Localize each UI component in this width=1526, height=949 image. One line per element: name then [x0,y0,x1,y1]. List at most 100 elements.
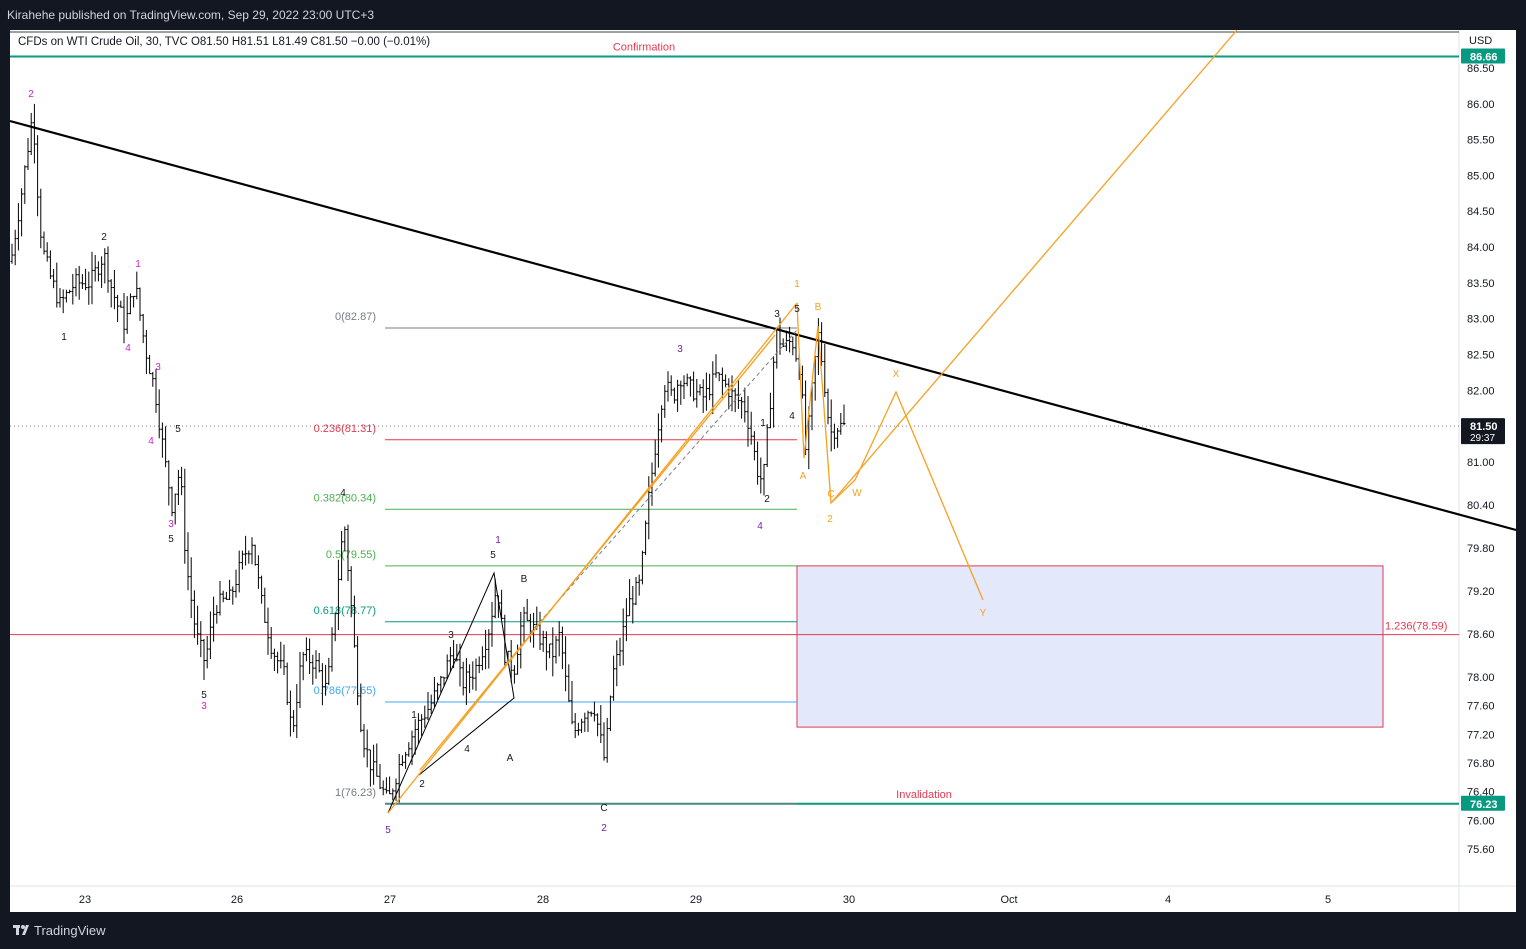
wave-label: 4 [464,744,470,755]
candle [256,555,260,589]
candle [343,526,347,552]
price-tick-label: 76.40 [1467,787,1495,799]
candle [135,271,139,300]
candle [743,387,747,423]
candle [324,664,328,696]
candle [826,388,830,425]
candle [644,520,648,556]
price-tick-label: 83.00 [1467,314,1495,326]
candle [292,710,296,733]
wave-label: A [507,753,514,764]
candle [538,611,542,651]
orange-breakout-line [830,30,1238,504]
confirmation-label: Confirmation [613,41,675,53]
candle [125,296,129,334]
candle [244,535,248,566]
price-tick-label: 84.00 [1467,242,1495,254]
candle [32,103,36,164]
fib-level-label: 1(76.23) [335,787,376,799]
candle [560,626,564,670]
candle [288,690,292,737]
candle [253,544,257,566]
wave-label: 5 [168,534,174,545]
wave-label: W [852,488,862,499]
wave-label: 5 [385,825,391,836]
candle [234,569,238,598]
wave-label: B [815,302,822,313]
candle [132,295,136,308]
candle [759,457,763,494]
candle [772,356,776,428]
wave-label: 5 [175,424,181,435]
candle [426,692,430,721]
candle [224,591,228,600]
candle [551,627,555,677]
candle [381,780,385,796]
wave-label: 2 [764,494,770,505]
candle [356,636,360,706]
price-chart[interactable]: USD 86.50 86.00 85.50 85.00 84.50 84.00 83.50 83… [10,30,1516,912]
candle [189,557,193,619]
time-tick-label: 29 [690,894,702,906]
candle [746,396,750,447]
chart-area[interactable]: USD 86.50 86.00 85.50 85.00 84.50 84.00 83.50 83… [10,30,1516,912]
time-tick-label: Oct [1000,894,1017,906]
candle [564,636,568,692]
candle [612,655,616,701]
candle [362,724,366,758]
candle [631,585,635,624]
candle [756,441,760,485]
candle [823,343,827,398]
price-tick-label: 77.60 [1467,701,1495,713]
candle [333,612,337,642]
candle [199,621,203,658]
candle [439,675,443,693]
candle [58,288,62,308]
wave-label: 4 [757,521,763,532]
wave-label: 1 [135,259,141,270]
candle [148,354,152,375]
candle [397,753,401,803]
candle [320,663,324,706]
candle [45,242,49,262]
candle [660,405,664,443]
tradingview-brand[interactable]: TradingView [34,923,106,938]
candle [215,605,219,624]
candle [394,778,398,801]
candle [160,422,164,458]
candle [704,372,708,411]
candle [740,396,744,419]
candle [327,657,331,686]
tradingview-logo-icon[interactable] [13,923,29,937]
candle [109,279,113,308]
candle [471,661,475,690]
candle [375,743,379,777]
candle [388,776,392,795]
candle [541,630,545,652]
candle [250,537,254,565]
wave-label: 2 [827,514,833,525]
price-tick-label: 84.50 [1467,206,1495,218]
candle [653,439,657,477]
candle [519,611,523,669]
candle [765,424,769,467]
candle [436,682,440,700]
candle [90,251,94,305]
candle [359,683,363,733]
candle [340,530,344,581]
candle [682,375,686,400]
time-tick-label: 4 [1165,894,1171,906]
candle [839,412,843,435]
candle [183,468,187,564]
candle [212,596,216,642]
candle [176,469,180,506]
candle [628,579,632,617]
candle [640,550,644,585]
price-badge-bg [1461,48,1505,64]
candle [68,289,72,294]
time-tick-label: 28 [537,894,549,906]
candle [589,711,593,717]
candle [122,293,126,344]
candle [676,379,680,412]
candle [775,327,779,369]
